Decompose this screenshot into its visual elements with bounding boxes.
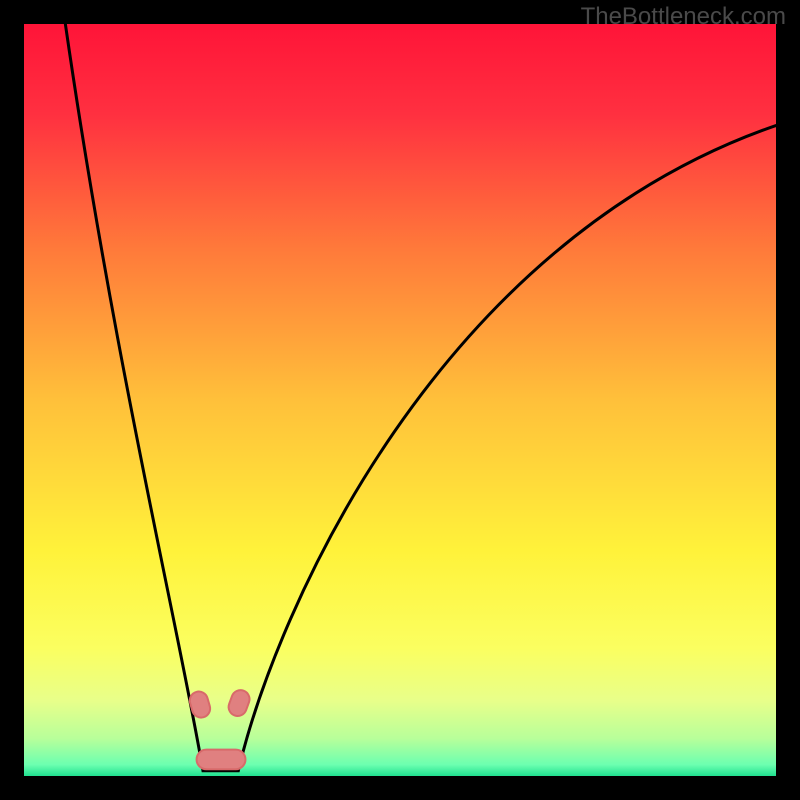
plot-area: [24, 24, 776, 776]
chart-frame: TheBottleneck.com: [0, 0, 800, 800]
marker-group: [188, 688, 252, 770]
marker-capsule: [197, 750, 246, 770]
marker-capsule: [226, 688, 252, 719]
watermark-text: TheBottleneck.com: [581, 3, 786, 31]
curve-layer: [24, 24, 776, 776]
bottleneck-curve: [65, 24, 776, 771]
